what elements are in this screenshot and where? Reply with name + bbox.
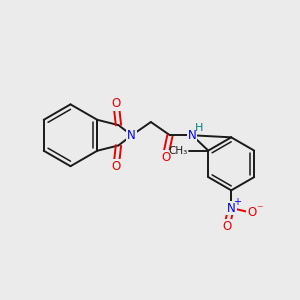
Text: +: + bbox=[233, 196, 241, 206]
Text: H: H bbox=[194, 123, 203, 133]
Text: O: O bbox=[161, 151, 170, 164]
Text: CH₃: CH₃ bbox=[168, 146, 188, 156]
Text: O: O bbox=[247, 206, 256, 219]
Text: O: O bbox=[222, 220, 231, 233]
Text: O: O bbox=[112, 160, 121, 173]
Text: O: O bbox=[112, 98, 121, 110]
Text: N: N bbox=[227, 202, 236, 214]
Text: N: N bbox=[188, 129, 197, 142]
Text: ⁻: ⁻ bbox=[256, 203, 262, 216]
Text: N: N bbox=[127, 129, 136, 142]
